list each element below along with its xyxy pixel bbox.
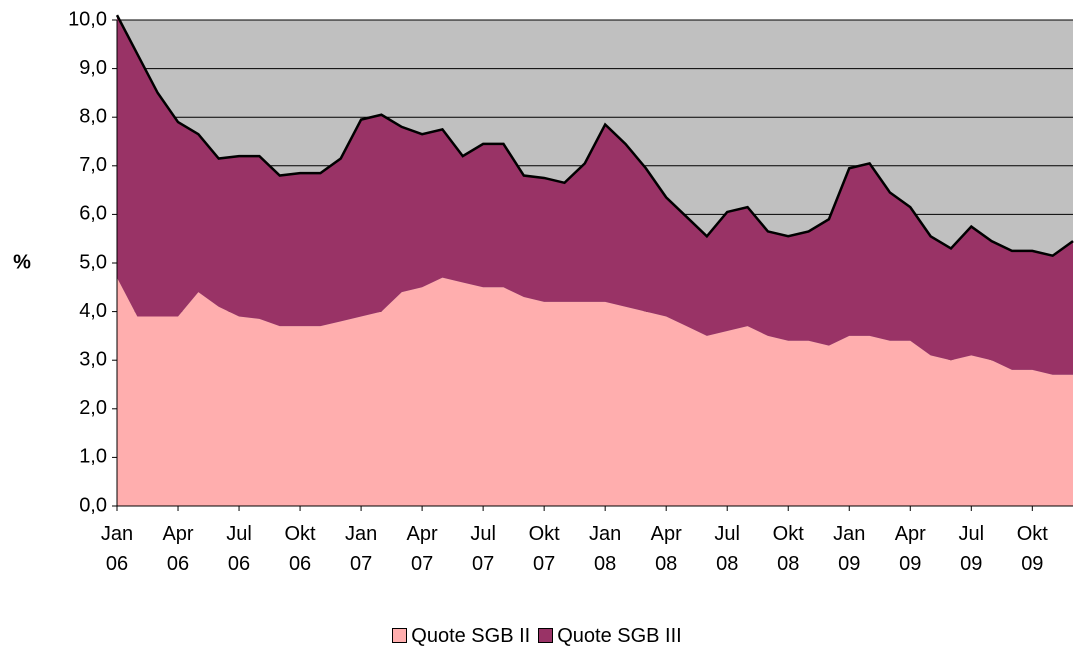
area-top-edge [115,14,1074,258]
x-tick-label: Apr 08 [650,523,682,575]
y-tick-label: 6,0 [79,203,107,225]
x-tick-label: Okt 08 [772,523,804,575]
y-tick-label: 10,0 [68,8,107,30]
area [117,277,1073,506]
x-tick-label: Apr 07 [406,523,438,575]
x-tick-label: Okt 07 [528,523,560,575]
x-tick-label: Jan 09 [833,523,866,575]
legend-swatch [392,628,408,643]
legend-label: Quote SGB II [411,625,531,647]
x-tick-label: Jan 07 [344,523,378,575]
x-tick-label: Okt 09 [1016,523,1048,575]
chart: % 0,0 1,0 2,0 3,0 4,0 5,0 6,0 7,0 8,0 9,0 10,0 [13,8,1074,516]
y-tick-label: 0,0 [79,494,107,516]
x-tick-label: Jul 09 [958,523,985,575]
x-tick-label: Apr 06 [162,523,194,575]
x-tick-label: Jul 06 [226,523,252,575]
y-tick-label: 5,0 [79,251,107,273]
legend-item: Quote SGB II [392,625,530,647]
x-tick-label: Apr 09 [894,523,926,575]
legend-item: Quote SGB III [538,625,682,647]
y-tick-label: 2,0 [79,397,107,419]
x-tick-label: Jul 07 [470,523,496,575]
x-tick-label: Jan 06 [100,523,134,575]
y-tick-label: 8,0 [79,105,107,127]
legend: Quote SGB II Quote SGB III [0,625,1074,648]
y-tick-label: 7,0 [79,154,107,176]
y-tick-label: 4,0 [79,300,107,322]
y-tick-label: 1,0 [79,446,107,468]
area [117,15,1073,375]
y-tick-label: 3,0 [79,348,107,370]
legend-label: Quote SGB III [557,625,682,647]
x-tick-label: Jan 08 [589,523,622,575]
x-tick-label: Okt 06 [284,523,316,575]
y-axis-label: % [13,251,31,273]
x-tick-label: Jul 08 [714,523,740,575]
y-tick-label: 9,0 [79,57,107,79]
legend-swatch [538,628,554,643]
